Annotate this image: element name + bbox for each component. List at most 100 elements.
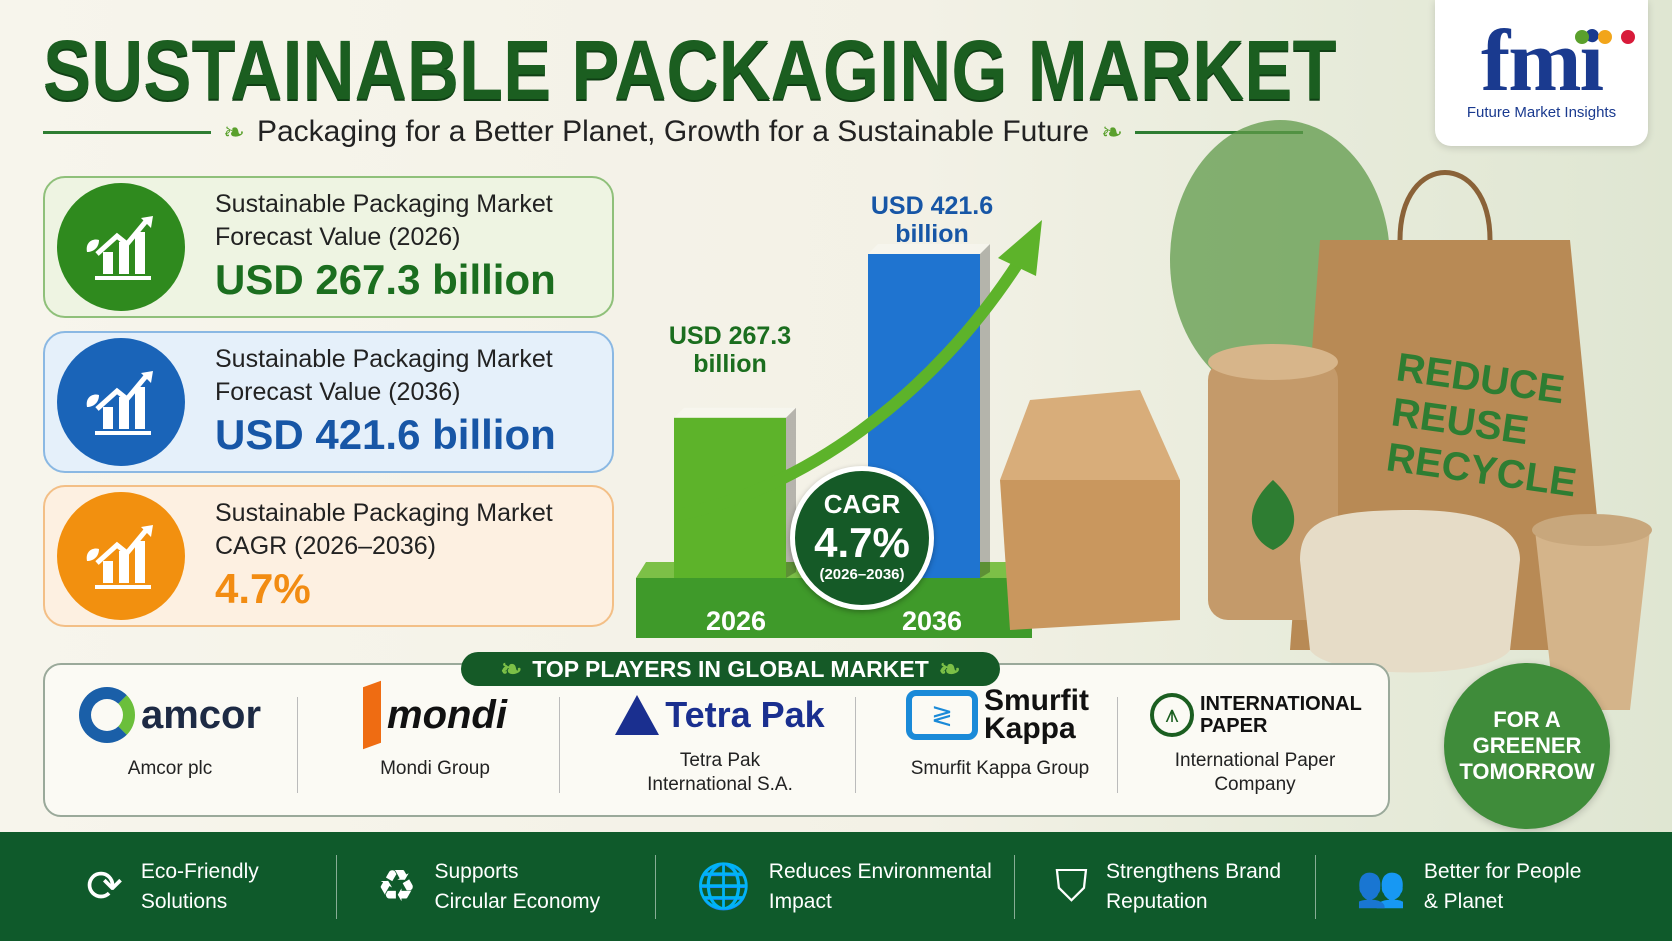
- leaf-icon: ❧: [500, 653, 523, 684]
- player-name: International Paper: [1174, 750, 1336, 771]
- player-smurfit-kappa: ≷ Smurfit Kappa Smurfit Kappa Group: [875, 685, 1125, 805]
- cagr-title: CAGR: [823, 489, 901, 519]
- bar-label-2036: USD 421.6 billion: [852, 192, 1012, 248]
- card-value: 4.7%: [215, 565, 311, 612]
- recycle-icon: ♻: [377, 861, 417, 911]
- cagr-card: Sustainable Packaging Market CAGR (2026–2…: [43, 485, 614, 627]
- year-2026: 2026: [705, 606, 767, 636]
- player-name: International S.A.: [647, 774, 793, 795]
- year-2036: 2036: [901, 606, 963, 636]
- leaf-icon: ❧: [223, 116, 245, 147]
- paper-cup: [1535, 530, 1650, 710]
- benefit-text: & Planet: [1423, 889, 1504, 913]
- amcor-logo: amcor: [65, 685, 275, 745]
- player-mondi: mondi Mondi Group: [325, 680, 545, 805]
- bar-top: [868, 244, 990, 254]
- cagr-value: 4.7%: [814, 519, 910, 566]
- player-international-paper: ⩚ INTERNATIONAL PAPER International Paper…: [1140, 685, 1370, 805]
- top-players-panel: amcor Amcor plc mondi Mondi Group Tetra …: [43, 663, 1390, 817]
- benefit-text: Better for People: [1423, 859, 1582, 883]
- forecast-2026-card: Sustainable Packaging Market Forecast Val…: [43, 176, 614, 318]
- divider: [43, 130, 212, 134]
- bar-unit: billion: [693, 350, 767, 378]
- bar-value: USD 421.6: [870, 192, 994, 220]
- page-title: SUSTAINABLE PACKAGING MARKET: [43, 23, 1337, 117]
- divider: [297, 697, 298, 793]
- divider: [336, 854, 337, 919]
- benefit-text: Reduces Environmental: [768, 859, 992, 883]
- player-name: Tetra Pak: [679, 750, 761, 771]
- divider: [1014, 854, 1015, 919]
- benefit-circular-economy: ♻ Supports Circular Economy: [337, 857, 655, 917]
- card-label: Sustainable Packaging Market: [215, 190, 553, 218]
- benefit-people-planet: 👥 Better for People & Planet: [1316, 857, 1581, 917]
- card-label: CAGR (2026–2036): [215, 532, 436, 560]
- benefit-text: Reputation: [1106, 889, 1208, 913]
- growth-chart-icon: [57, 183, 185, 311]
- benefit-environmental-impact: 🌐 Reduces Environmental Impact: [656, 857, 1014, 917]
- card-label: Sustainable Packaging Market: [215, 345, 553, 373]
- benefit-text: Circular Economy: [434, 889, 601, 913]
- benefit-text: Supports: [434, 859, 519, 883]
- recycle-arrows-icon: ⟳: [86, 861, 123, 911]
- tetra-pak-logo: Tetra Pak: [585, 685, 855, 745]
- benefit-eco-friendly: ⟳ Eco-Friendly Solutions: [0, 857, 336, 917]
- badge-line: GREENER: [1472, 733, 1582, 758]
- arrow-head: [998, 220, 1042, 276]
- benefit-text: Eco-Friendly: [140, 859, 259, 883]
- card-label: Sustainable Packaging Market: [215, 499, 553, 527]
- fmi-name: Future Market Insights: [1466, 104, 1617, 121]
- leaf-icon: ❧: [1101, 116, 1123, 147]
- player-amcor: amcor Amcor plc: [65, 685, 275, 805]
- bar-top: [674, 407, 796, 418]
- player-name: Amcor plc: [127, 758, 213, 779]
- shield-leaf-icon: ⛉: [1055, 861, 1088, 911]
- badge-line: FOR A: [1493, 707, 1561, 732]
- growth-chart-icon: [57, 338, 185, 466]
- leaf-icon: ❧: [938, 653, 961, 684]
- mondi-logo: mondi: [325, 680, 545, 750]
- growth-chart-icon: [57, 492, 185, 620]
- card-value: USD 267.3 billion: [215, 256, 556, 303]
- bar-value: USD 267.3: [668, 322, 792, 350]
- globe-leaf-icon: 🌐: [696, 861, 751, 911]
- badge-line: TOMORROW: [1459, 759, 1595, 784]
- growth-arrow: [676, 256, 1026, 521]
- player-name: Mondi Group: [380, 758, 490, 779]
- player-name: Smurfit Kappa Group: [910, 758, 1090, 779]
- player-name: Company: [1214, 774, 1296, 795]
- divider: [1117, 697, 1118, 793]
- smurfit-kappa-logo: ≷ Smurfit Kappa: [875, 685, 1125, 745]
- greener-tomorrow-badge: FOR A GREENER TOMORROW: [1444, 663, 1610, 829]
- molded-fiber-container: [1300, 510, 1520, 673]
- heading-text: TOP PLAYERS IN GLOBAL MARKET: [532, 655, 929, 682]
- bar-label-2026: USD 267.3 billion: [650, 322, 810, 378]
- divider: [1315, 854, 1316, 919]
- forecast-2036-card: Sustainable Packaging Market Forecast Val…: [43, 331, 614, 473]
- player-tetra-pak: Tetra Pak Tetra Pak International S.A.: [585, 685, 855, 805]
- subtitle-row: ❧ Packaging for a Better Planet, Growth …: [43, 112, 1303, 152]
- top-players-heading: ❧ TOP PLAYERS IN GLOBAL MARKET ❧: [461, 652, 1000, 686]
- benefit-text: Impact: [768, 889, 832, 913]
- divider: [855, 697, 856, 793]
- cagr-badge: CAGR 4.7% (2026–2036): [790, 466, 934, 610]
- card-label: Forecast Value (2026): [215, 223, 461, 251]
- bar-unit: billion: [895, 220, 969, 248]
- card-value: USD 421.6 billion: [215, 411, 556, 458]
- bar-side: [980, 244, 990, 578]
- international-paper-logo: ⩚ INTERNATIONAL PAPER: [1140, 685, 1370, 745]
- divider: [559, 697, 560, 793]
- cagr-period: (2026–2036): [819, 566, 905, 583]
- benefit-text: Strengthens Brand: [1106, 859, 1282, 883]
- divider: [1134, 130, 1303, 134]
- kraft-box: [1000, 480, 1180, 630]
- subtitle: Packaging for a Better Planet, Growth fo…: [256, 115, 1090, 148]
- divider: [655, 854, 656, 919]
- benefit-brand-reputation: ⛉ Strengthens Brand Reputation: [1015, 857, 1315, 917]
- fmi-logo: fmi Future Market Insights: [1435, 0, 1648, 146]
- benefit-text: Solutions: [140, 889, 228, 913]
- people-icon: 👥: [1356, 864, 1406, 909]
- sustainable-products-illustration: REDUCE REUSE RECYCLE: [1000, 120, 1652, 710]
- card-label: Forecast Value (2036): [215, 378, 461, 406]
- benefits-footer: ⟳ Eco-Friendly Solutions ♻ Supports Circular…: [0, 832, 1672, 941]
